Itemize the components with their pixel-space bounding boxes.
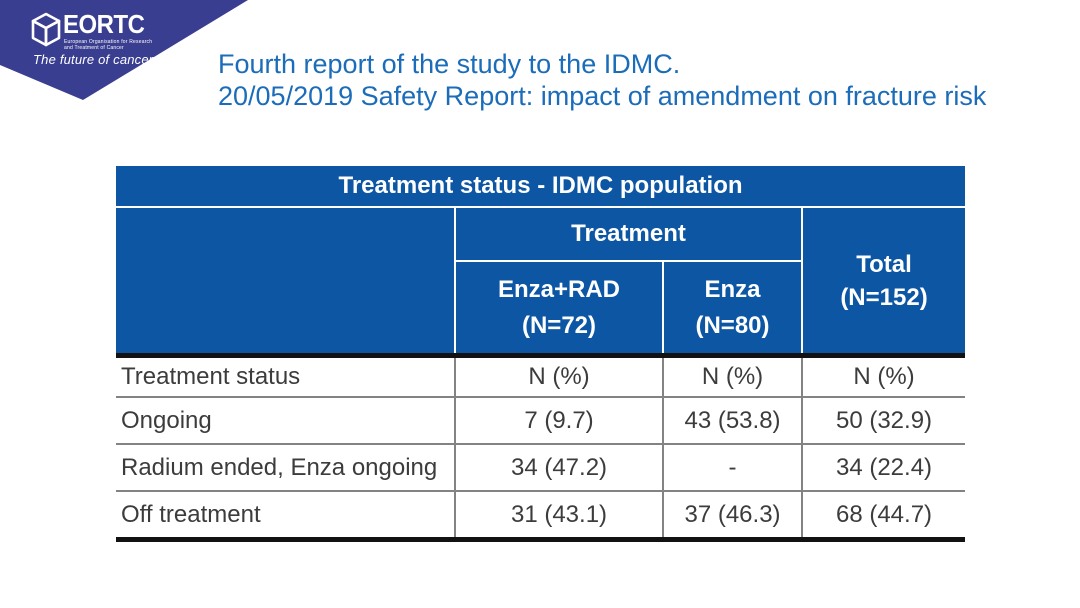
cell-value: N (%) <box>454 353 663 397</box>
row-label: Radium ended, Enza ongoing <box>116 443 455 491</box>
slide-title: Fourth report of the study to the IDMC. … <box>218 48 1058 112</box>
row-label: Off treatment <box>116 490 455 542</box>
cell-value: N (%) <box>662 353 802 397</box>
table-row: Off treatment 31 (43.1) 37 (46.3) 68 (44… <box>116 490 966 542</box>
slide-title-line2: 20/05/2019 Safety Report: impact of amen… <box>218 81 987 111</box>
cell-value: 43 (53.8) <box>662 396 802 444</box>
eortc-org-subtitle: European Organisation for Research and T… <box>64 39 152 51</box>
cell-value: 68 (44.7) <box>800 490 966 542</box>
table-row: Treatment status N (%) N (%) N (%) <box>116 353 966 397</box>
eortc-org-line1: European Organisation for Research <box>64 39 153 45</box>
cell-value: 37 (46.3) <box>662 490 802 542</box>
eortc-org-line2: and Treatment of Cancer <box>64 45 124 51</box>
empty-header-cell <box>116 207 456 356</box>
treatment-group-header: Treatment <box>455 207 803 262</box>
table-row: Ongoing 7 (9.7) 43 (53.8) 50 (32.9) <box>116 396 966 444</box>
table-title: Treatment status - IDMC population <box>116 166 966 208</box>
cell-value: 34 (47.2) <box>454 443 663 491</box>
cell-value: 34 (22.4) <box>800 443 966 491</box>
slide-title-line1: Fourth report of the study to the IDMC. <box>218 49 681 79</box>
eortc-banner: EORTC European Organisation for Research… <box>0 0 250 102</box>
pennant-shape <box>0 0 248 100</box>
eortc-cube-icon <box>31 12 61 47</box>
total-column-header: Total (N=152) <box>802 207 966 356</box>
arm-header-enza-rad: Enza+RAD (N=72) <box>455 261 664 356</box>
cell-value: 7 (9.7) <box>454 396 663 444</box>
row-label: Treatment status <box>116 353 455 397</box>
arm-header-enza: Enza (N=80) <box>663 261 803 356</box>
cell-value: - <box>662 443 802 491</box>
cell-value: N (%) <box>800 353 966 397</box>
table-row: Radium ended, Enza ongoing 34 (47.2) - 3… <box>116 443 966 491</box>
table-title-row: Treatment status - IDMC population <box>116 166 966 208</box>
row-label: Ongoing <box>116 396 455 444</box>
table-arm-header-row: Enza+RAD (N=72) Enza (N=80) <box>116 261 965 356</box>
eortc-logo-text: EORTC <box>63 9 145 39</box>
treatment-status-table: Treatment status - IDMC population Treat… <box>116 166 966 542</box>
table-group-header-row: Treatment Total (N=152) <box>116 207 966 356</box>
cell-value: 31 (43.1) <box>454 490 663 542</box>
cell-value: 50 (32.9) <box>800 396 966 444</box>
eortc-tagline: The future of cancer therapy <box>33 52 202 67</box>
